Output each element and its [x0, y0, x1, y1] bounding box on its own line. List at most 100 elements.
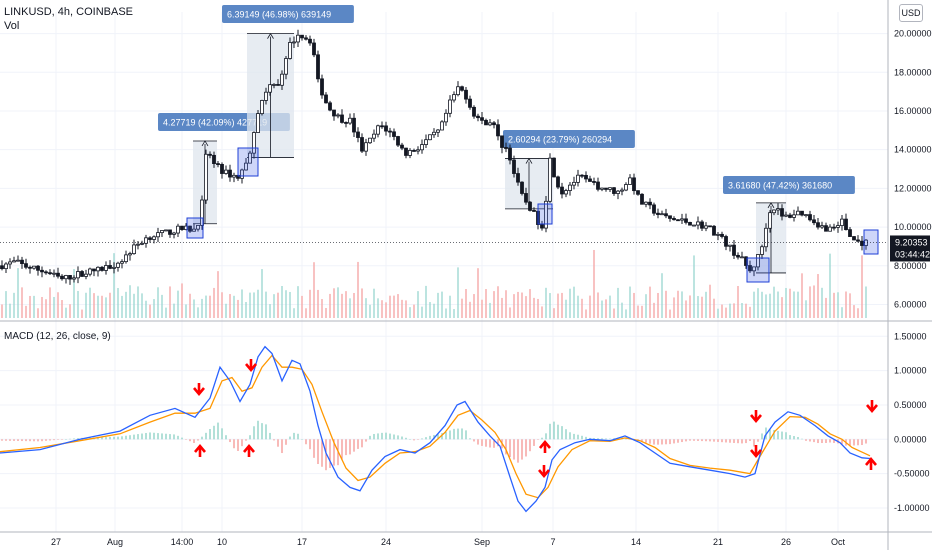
volume-bar: [741, 303, 743, 318]
candle-body: [684, 218, 688, 223]
volume-bar: [229, 294, 231, 318]
volume-bar: [629, 286, 631, 318]
candle-body: [336, 114, 340, 117]
candle-body: [412, 150, 416, 152]
volume-bar: [557, 293, 559, 318]
candle-body: [800, 210, 804, 216]
macd-histogram-bar: [713, 439, 715, 442]
volume-bar: [821, 287, 823, 318]
volume-bar: [797, 291, 799, 318]
volume-bar: [681, 291, 683, 318]
macd-histogram-bar: [437, 434, 439, 440]
candle-body: [292, 41, 296, 44]
macd-histogram-bar: [273, 439, 275, 441]
volume-bar: [169, 286, 171, 318]
candle-body: [564, 190, 568, 195]
macd-histogram-bar: [421, 438, 423, 440]
macd-histogram-bar: [249, 435, 251, 440]
volume-bar: [789, 288, 791, 318]
volume-bar: [97, 295, 99, 318]
volume-bar: [269, 304, 271, 318]
volume-bar: [781, 297, 783, 318]
candle-body: [664, 213, 668, 217]
candle-body: [508, 147, 512, 161]
candle-body: [32, 265, 36, 269]
macd-histogram-bar: [13, 439, 15, 441]
macd-histogram-bar: [497, 439, 499, 447]
candle-body: [268, 84, 272, 93]
candle-body: [724, 236, 728, 247]
volume-bar: [793, 291, 795, 318]
macd-histogram-bar: [745, 439, 747, 444]
candle-body: [408, 150, 412, 156]
volume-bar: [389, 295, 391, 318]
candle-body: [128, 253, 132, 256]
volume-bar: [205, 295, 207, 318]
volume-bar: [57, 292, 59, 318]
candle-body: [320, 78, 324, 96]
volume-bar: [761, 291, 763, 318]
candle-body: [696, 221, 700, 226]
volume-bar: [533, 297, 535, 318]
macd-histogram-bar: [101, 437, 103, 440]
candle-body: [452, 94, 456, 101]
down-arrow-head-2: [538, 469, 550, 479]
volume-bar: [709, 284, 711, 318]
volume-bar: [477, 268, 479, 318]
macd-histogram-bar: [601, 438, 603, 440]
volume-bar: [397, 294, 399, 318]
macd-histogram-bar: [825, 439, 827, 443]
candle-body: [708, 225, 712, 228]
candle-body: [504, 147, 508, 149]
macd-histogram-bar: [409, 439, 411, 440]
candle-body: [440, 121, 444, 131]
candle-body: [448, 99, 452, 114]
macd-histogram-bar: [213, 425, 215, 440]
volume-bars: [1, 249, 867, 318]
volume-bar: [509, 307, 511, 318]
macd-tick-label-5: -1.00000: [894, 503, 930, 513]
volume-bar: [641, 305, 643, 318]
macd-histogram-bar: [345, 439, 347, 456]
currency-button[interactable]: USD: [899, 4, 923, 22]
macd-histogram-bar: [233, 439, 235, 449]
volume-bar: [517, 291, 519, 318]
volume-bar: [49, 287, 51, 318]
macd-histogram-bar: [325, 439, 327, 471]
macd-histogram-bar: [493, 439, 495, 448]
candle-body: [96, 266, 100, 272]
volume-bar: [721, 304, 723, 318]
volume-bar: [201, 298, 203, 318]
candle-body: [388, 130, 392, 133]
range-arrowhead-3: [767, 202, 775, 209]
macd-histogram-bar: [333, 439, 335, 466]
candle-body: [436, 129, 440, 133]
volume-bar: [273, 294, 275, 318]
volume-bar: [221, 292, 223, 318]
candle-body: [652, 204, 656, 214]
time-tick-label-4: 17: [297, 537, 307, 547]
macd-histogram-bar: [753, 439, 755, 447]
volume-bar: [153, 299, 155, 318]
volume-bar: [577, 295, 579, 318]
macd-histogram-bar: [741, 439, 743, 444]
volume-bar: [325, 307, 327, 318]
macd-histogram-bar: [185, 439, 187, 440]
candle-body: [616, 190, 620, 194]
volume-bar: [653, 302, 655, 318]
macd-histogram-bar: [689, 439, 691, 441]
candle-body: [556, 176, 560, 188]
macd-histogram-bar: [697, 439, 699, 441]
time-tick-label-5: 24: [381, 537, 391, 547]
volume-bar: [837, 292, 839, 318]
candle-body: [312, 42, 316, 56]
volume-bar: [261, 269, 263, 318]
volume-bar: [265, 291, 267, 318]
macd-histogram-bar: [461, 428, 463, 440]
volume-bar: [697, 296, 699, 318]
candle-body: [492, 122, 496, 126]
macd-histogram-bar: [313, 439, 315, 458]
volume-bar: [353, 292, 355, 318]
candle-body: [728, 244, 732, 247]
